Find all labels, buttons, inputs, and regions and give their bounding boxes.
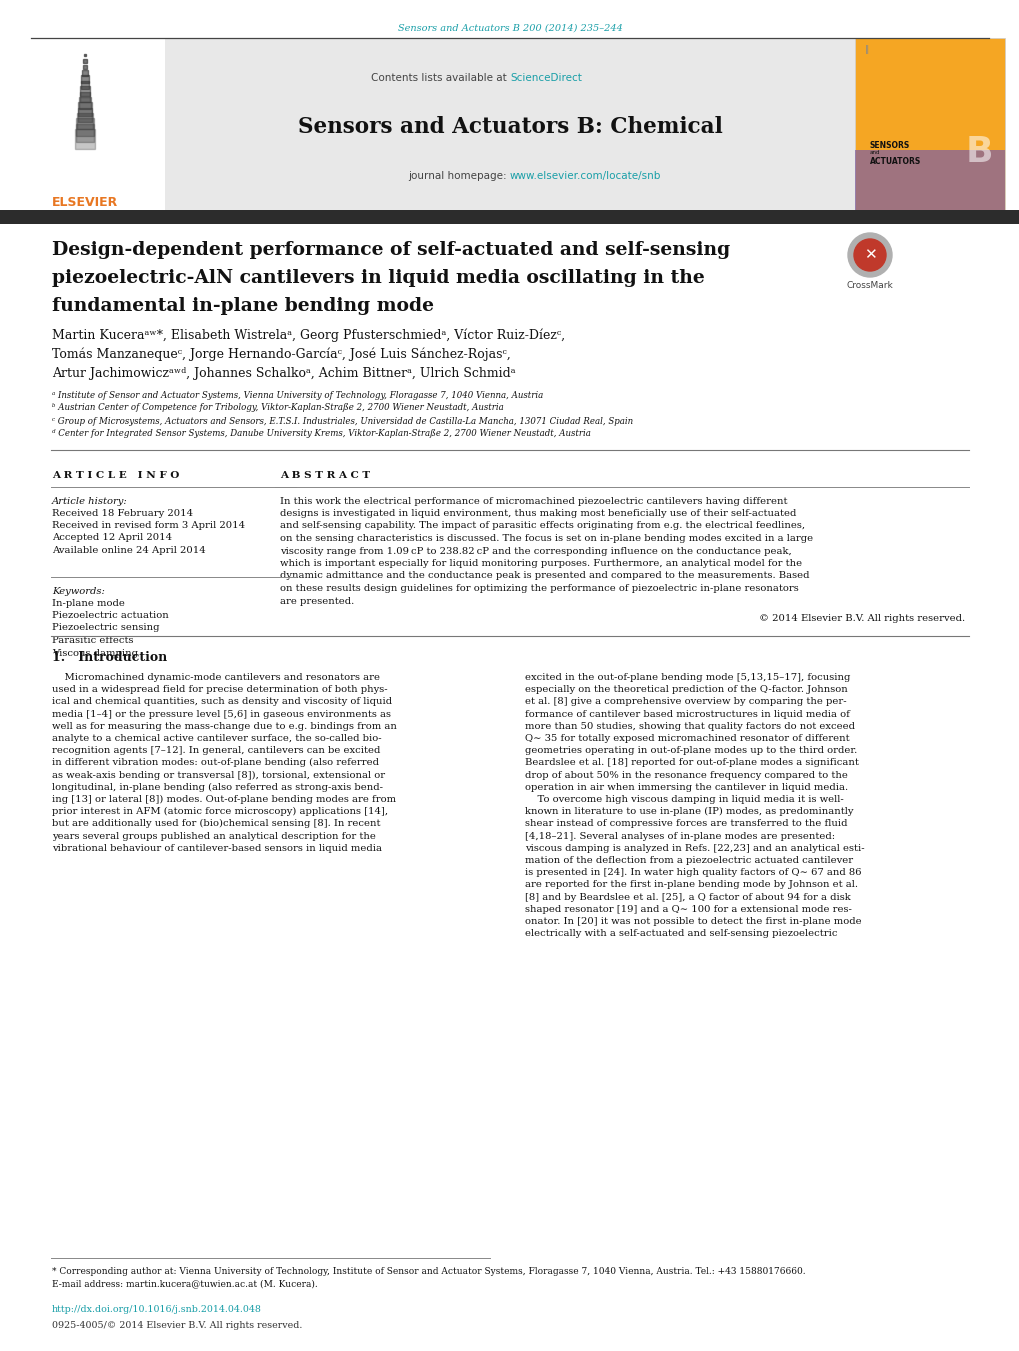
Text: ACTUATORS: ACTUATORS <box>869 158 920 166</box>
Text: recognition agents [7–12]. In general, cantilevers can be excited: recognition agents [7–12]. In general, c… <box>52 746 380 755</box>
Text: Keywords:: Keywords: <box>52 586 105 596</box>
Text: Available online 24 April 2014: Available online 24 April 2014 <box>52 546 206 555</box>
Text: Design-dependent performance of self-actuated and self-sensing: Design-dependent performance of self-act… <box>52 240 730 259</box>
Text: www.elsevier.com/locate/snb: www.elsevier.com/locate/snb <box>510 172 660 181</box>
Text: but are additionally used for (bio)chemical sensing [8]. In recent: but are additionally used for (bio)chemi… <box>52 819 380 828</box>
Circle shape <box>853 239 886 272</box>
Text: ical and chemical quantities, such as density and viscosity of liquid: ical and chemical quantities, such as de… <box>52 697 391 707</box>
Bar <box>854 150 1004 209</box>
Text: years several groups published an analytical description for the: years several groups published an analyt… <box>52 832 376 840</box>
Text: designs is investigated in liquid environment, thus making most beneficially use: designs is investigated in liquid enviro… <box>280 509 796 517</box>
Text: Sensors and Actuators B: Chemical: Sensors and Actuators B: Chemical <box>298 116 721 138</box>
Text: Beardslee et al. [18] reported for out-of-plane modes a significant: Beardslee et al. [18] reported for out-o… <box>525 758 858 767</box>
Text: vibrational behaviour of cantilever-based sensors in liquid media: vibrational behaviour of cantilever-base… <box>52 844 382 852</box>
Text: geometries operating in out-of-plane modes up to the third order.: geometries operating in out-of-plane mod… <box>525 746 856 755</box>
Text: ᵈ Center for Integrated Sensor Systems, Danube University Krems, Viktor-Kaplan-S: ᵈ Center for Integrated Sensor Systems, … <box>52 430 590 439</box>
Text: used in a widespread field for precise determination of both phys-: used in a widespread field for precise d… <box>52 685 387 694</box>
Text: Piezoelectric sensing: Piezoelectric sensing <box>52 624 159 632</box>
Text: prior interest in AFM (atomic force microscopy) applications [14],: prior interest in AFM (atomic force micr… <box>52 807 388 816</box>
Text: and: and <box>869 150 879 155</box>
Text: journal homepage:: journal homepage: <box>408 172 510 181</box>
Text: To overcome high viscous damping in liquid media it is well-: To overcome high viscous damping in liqu… <box>525 794 843 804</box>
Bar <box>854 38 1004 209</box>
Text: onator. In [20] it was not possible to detect the first in-plane mode: onator. In [20] it was not possible to d… <box>525 917 861 925</box>
Text: ᵃ Institute of Sensor and Actuator Systems, Vienna University of Technology, Flo: ᵃ Institute of Sensor and Actuator Syste… <box>52 390 543 400</box>
Text: ‖: ‖ <box>864 46 868 54</box>
Text: ELSEVIER: ELSEVIER <box>52 196 118 208</box>
Text: excited in the out-of-plane bending mode [5,13,15–17], focusing: excited in the out-of-plane bending mode… <box>525 673 850 682</box>
Text: Accepted 12 April 2014: Accepted 12 April 2014 <box>52 534 172 543</box>
Text: viscosity range from 1.09 cP to 238.82 cP and the corresponding influence on the: viscosity range from 1.09 cP to 238.82 c… <box>280 547 791 555</box>
Text: SENSORS: SENSORS <box>869 141 909 150</box>
Text: 1.   Introduction: 1. Introduction <box>52 651 167 663</box>
Text: Article history:: Article history: <box>52 497 127 505</box>
Text: Micromachined dynamic-mode cantilevers and resonators are: Micromachined dynamic-mode cantilevers a… <box>52 673 380 682</box>
Text: ✕: ✕ <box>863 247 875 262</box>
Text: on the sensing characteristics is discussed. The focus is set on in-plane bendin: on the sensing characteristics is discus… <box>280 534 812 543</box>
Text: shear instead of compressive forces are transferred to the fluid: shear instead of compressive forces are … <box>525 820 847 828</box>
Text: Piezoelectric actuation: Piezoelectric actuation <box>52 611 168 620</box>
Text: well as for measuring the mass-change due to e.g. bindings from an: well as for measuring the mass-change du… <box>52 721 396 731</box>
Text: piezoelectric-AlN cantilevers in liquid media oscillating in the: piezoelectric-AlN cantilevers in liquid … <box>52 269 704 286</box>
Text: longitudinal, in-plane bending (also referred as strong-axis bend-: longitudinal, in-plane bending (also ref… <box>52 782 382 792</box>
Text: drop of about 50% in the resonance frequency compared to the: drop of about 50% in the resonance frequ… <box>525 770 847 780</box>
Text: media [1–4] or the pressure level [5,6] in gaseous environments as: media [1–4] or the pressure level [5,6] … <box>52 709 390 719</box>
Bar <box>0 209 1019 224</box>
Text: http://dx.doi.org/10.1016/j.snb.2014.04.048: http://dx.doi.org/10.1016/j.snb.2014.04.… <box>52 1305 262 1315</box>
Text: Received 18 February 2014: Received 18 February 2014 <box>52 508 193 517</box>
Text: A R T I C L E   I N F O: A R T I C L E I N F O <box>52 470 179 480</box>
Text: known in literature to use in-plane (IP) modes, as predominantly: known in literature to use in-plane (IP)… <box>525 807 853 816</box>
Text: B: B <box>965 135 993 169</box>
Text: operation in air when immersing the cantilever in liquid media.: operation in air when immersing the cant… <box>525 782 847 792</box>
Text: which is important especially for liquid monitoring purposes. Furthermore, an an: which is important especially for liquid… <box>280 559 801 567</box>
Text: are presented.: are presented. <box>280 597 354 605</box>
Text: formance of cantilever based microstructures in liquid media of: formance of cantilever based microstruct… <box>525 709 849 719</box>
Text: electrically with a self-actuated and self-sensing piezoelectric: electrically with a self-actuated and se… <box>525 929 837 938</box>
Text: A B S T R A C T: A B S T R A C T <box>280 470 370 480</box>
Text: shaped resonator [19] and a Q∼ 100 for a extensional mode res-: shaped resonator [19] and a Q∼ 100 for a… <box>525 905 851 913</box>
Text: on these results design guidelines for optimizing the performance of piezoelectr: on these results design guidelines for o… <box>280 584 798 593</box>
Text: are reported for the first in-plane bending mode by Johnson et al.: are reported for the first in-plane bend… <box>525 881 857 889</box>
Text: Q∼ 35 for totally exposed micromachined resonator of different: Q∼ 35 for totally exposed micromachined … <box>525 734 849 743</box>
Text: dynamic admittance and the conductance peak is presented and compared to the mea: dynamic admittance and the conductance p… <box>280 571 809 581</box>
Text: ScienceDirect: ScienceDirect <box>510 73 581 82</box>
Text: In this work the electrical performance of micromachined piezoelectric cantileve: In this work the electrical performance … <box>280 497 787 505</box>
Text: In-plane mode: In-plane mode <box>52 598 124 608</box>
Text: Tomás Manzanequeᶜ, Jorge Hernando-Garcíaᶜ, José Luis Sánchez-Rojasᶜ,: Tomás Manzanequeᶜ, Jorge Hernando-García… <box>52 347 511 361</box>
Text: ᶜ Group of Microsystems, Actuators and Sensors, E.T.S.I. Industriales, Universid: ᶜ Group of Microsystems, Actuators and S… <box>52 416 633 426</box>
Text: E-mail address: martin.kucera@tuwien.ac.at (M. Kucera).: E-mail address: martin.kucera@tuwien.ac.… <box>52 1279 318 1289</box>
Text: fundamental in-plane bending mode: fundamental in-plane bending mode <box>52 297 433 315</box>
Text: et al. [8] give a comprehensive overview by comparing the per-: et al. [8] give a comprehensive overview… <box>525 697 846 707</box>
Text: 0925-4005/© 2014 Elsevier B.V. All rights reserved.: 0925-4005/© 2014 Elsevier B.V. All right… <box>52 1320 302 1329</box>
Text: Viscous damping: Viscous damping <box>52 648 138 658</box>
Text: Artur Jachimowiczᵃʷᵈ, Johannes Schalkoᵃ, Achim Bittnerᵃ, Ulrich Schmidᵃ: Artur Jachimowiczᵃʷᵈ, Johannes Schalkoᵃ,… <box>52 366 516 380</box>
Text: [4,18–21]. Several analyses of in-plane modes are presented:: [4,18–21]. Several analyses of in-plane … <box>525 832 835 840</box>
Circle shape <box>847 232 892 277</box>
Text: * Corresponding author at: Vienna University of Technology, Institute of Sensor : * Corresponding author at: Vienna Univer… <box>52 1267 805 1277</box>
Text: Received in revised form 3 April 2014: Received in revised form 3 April 2014 <box>52 521 245 530</box>
Text: and self-sensing capability. The impact of parasitic effects originating from e.: and self-sensing capability. The impact … <box>280 521 804 531</box>
Text: is presented in [24]. In water high quality factors of Q∼ 67 and 86: is presented in [24]. In water high qual… <box>525 869 861 877</box>
Text: CrossMark: CrossMark <box>846 281 893 289</box>
Bar <box>165 38 854 209</box>
Text: Contents lists available at: Contents lists available at <box>371 73 510 82</box>
Text: Sensors and Actuators B 200 (2014) 235–244: Sensors and Actuators B 200 (2014) 235–2… <box>397 23 622 32</box>
Text: analyte to a chemical active cantilever surface, the so-called bio-: analyte to a chemical active cantilever … <box>52 734 381 743</box>
Text: Parasitic effects: Parasitic effects <box>52 636 133 644</box>
Text: more than 50 studies, showing that quality factors do not exceed: more than 50 studies, showing that quali… <box>525 721 854 731</box>
Text: [8] and by Beardslee et al. [25], a Q factor of about 94 for a disk: [8] and by Beardslee et al. [25], a Q fa… <box>525 893 850 901</box>
Text: ing [13] or lateral [8]) modes. Out-of-plane bending modes are from: ing [13] or lateral [8]) modes. Out-of-p… <box>52 794 395 804</box>
Text: © 2014 Elsevier B.V. All rights reserved.: © 2014 Elsevier B.V. All rights reserved… <box>758 613 964 623</box>
Text: viscous damping is analyzed in Refs. [22,23] and an analytical esti-: viscous damping is analyzed in Refs. [22… <box>525 844 864 852</box>
Text: as weak-axis bending or transversal [8]), torsional, extensional or: as weak-axis bending or transversal [8])… <box>52 770 385 780</box>
Text: mation of the deflection from a piezoelectric actuated cantilever: mation of the deflection from a piezoele… <box>525 857 852 865</box>
Text: ᵇ Austrian Center of Competence for Tribology, Viktor-Kaplan-Straße 2, 2700 Wien: ᵇ Austrian Center of Competence for Trib… <box>52 404 503 412</box>
Text: especially on the theoretical prediction of the Q-factor. Johnson: especially on the theoretical prediction… <box>525 685 847 694</box>
Text: in different vibration modes: out-of-plane bending (also referred: in different vibration modes: out-of-pla… <box>52 758 379 767</box>
Text: Martin Kuceraᵃʷ*, Elisabeth Wistrelaᵃ, Georg Pfusterschmiedᵃ, Víctor Ruiz-Díezᶜ,: Martin Kuceraᵃʷ*, Elisabeth Wistrelaᵃ, G… <box>52 328 565 342</box>
